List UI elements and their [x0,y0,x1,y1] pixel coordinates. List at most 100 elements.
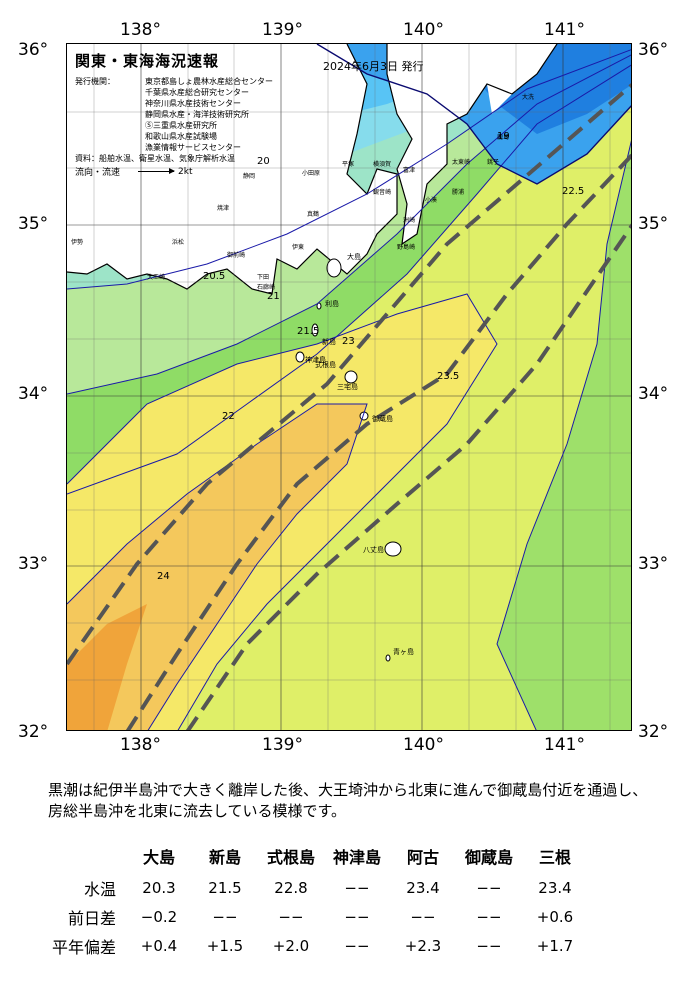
band-245 [67,604,147,730]
land-boso-north [487,44,557,114]
arrow-icon [138,168,176,174]
island-kozushima [295,351,305,363]
place-label: 石廊崎 [257,283,275,291]
table-cell: −− [476,937,502,955]
column-header: 神津島 [332,848,381,867]
place-label: 銚子 [487,158,499,166]
contour-label: 23 [342,336,355,347]
place-label: 洲崎 [403,216,415,224]
lat-tick-34-right: 34° [638,384,669,404]
isotherm-235 [67,293,498,730]
contour-label: 24 [157,571,170,582]
island-aogashima [385,654,391,662]
table-cell: −− [344,937,370,955]
place-label: 伊東 [292,243,304,251]
table-cell: −− [476,908,502,926]
table-cell: −− [278,908,304,926]
table-cell: 22.8 [274,879,308,897]
lat-tick-36-left: 36° [18,40,49,60]
page-title: 関東・東海海況速報 [75,52,220,70]
sea-temperature-map: 大洗 鹿島 銚子 太東崎 勝浦 小湊 洲崎 富津 観音崎 横須賀 平塚 真鶴 小… [66,43,632,731]
lon-tick-141-top: 141° [544,20,585,40]
graticule [67,44,631,730]
place-label: 勝浦 [452,188,464,196]
island-hachijojima [384,541,402,557]
place-label: 下田 [257,274,269,281]
place-label: 太東崎 [452,158,470,166]
contour-label: 20 [257,156,270,167]
column-header: 新島 [208,848,241,867]
issue-date: 2024年6月3日 発行 [323,60,424,73]
place-label: 静岡 [243,172,255,180]
band-225-east [497,142,631,730]
fine-grid [67,44,631,730]
lat-tick-35-right: 35° [638,214,669,234]
isotherm-21 [67,49,631,290]
lon-tick-139-bottom: 139° [262,735,303,755]
island-label: 御蔵島 [372,414,393,423]
table-cell: −0.2 [140,908,178,926]
band-24 [67,404,367,730]
table-row: 平年偏差 +0.4 +1.5 +2.0 −− +2.3 −− +1.7 [50,932,588,961]
map-canvas: 大洗 鹿島 銚子 太東崎 勝浦 小湊 洲崎 富津 観音崎 横須賀 平塚 真鶴 小… [67,44,631,730]
column-header: 御蔵島 [464,848,513,867]
table-cell: −− [344,879,370,897]
lat-tick-36-right: 36° [638,40,669,60]
contour-label: 22.5 [562,186,584,197]
publisher-item: 神奈川県水産技術センター [145,99,241,108]
island-label: 八丈島 [363,545,384,554]
place-label: 焼津 [217,204,229,212]
table-cell: −− [476,879,502,897]
row-label: 水温 [83,880,116,899]
kuroshio-path-south [185,223,631,730]
column-header: 三根 [538,848,571,867]
place-label: 鹿島 [497,133,509,141]
lon-tick-140-bottom: 140° [403,735,444,755]
place-label: 大王崎 [147,273,165,281]
publisher-item: 和歌山県水産試験場 [145,132,217,141]
contour-label: 22 [222,411,235,422]
table-row: 水温 20.3 21.5 22.8 −− 23.4 −− 23.4 [50,874,588,903]
place-label: 平塚 [342,160,354,168]
place-label: 野島崎 [397,243,415,251]
info-panel: 関東・東海海況速報 発行機関： 東京都島しょ農林水産総合センター 千葉県水産総合… [75,50,325,178]
publisher-item: Ⓢ三重県水産研究所 [145,121,217,130]
column-header: 式根島 [266,848,315,867]
publisher-row: 発行機関： 東京都島しょ農林水産総合センター [75,76,325,87]
lon-tick-138-top: 138° [120,20,161,40]
sources-label: 資料： [75,154,99,163]
table-cell: −− [410,908,436,926]
isotherm-22 [67,64,631,495]
flow-legend-label: 流向・流速 [75,168,121,178]
place-label: 小湊 [425,196,437,204]
column-header: 阿古 [406,848,439,867]
lat-tick-33-right: 33° [638,554,669,574]
place-label: 伊勢 [71,238,83,246]
table-cell: −− [344,908,370,926]
table-cell: +1.5 [206,937,244,955]
lat-tick-33-left: 33° [18,554,49,574]
place-label: 富津 [403,166,415,174]
column-header: 大島 [142,848,175,867]
place-label: 観音崎 [373,188,391,196]
island-oshima [326,258,342,278]
table-cell: +0.6 [536,908,574,926]
contour-label: 20.5 [203,271,225,282]
sources-text: 船舶水温、衛星水温、気象庁解析水温 [99,154,235,163]
island-miyakejima [344,370,358,384]
table-cell: 21.5 [208,879,242,897]
island-label: 青ヶ島 [393,647,414,656]
island-label: 利島 [325,299,339,308]
table-cell: +2.3 [404,937,442,955]
place-label: 小田原 [302,169,320,177]
lon-tick-139-top: 139° [262,20,303,40]
lat-tick-35-left: 35° [18,214,49,234]
contour-label: 23.5 [437,371,459,382]
table-cell: +0.4 [140,937,178,955]
lat-tick-32-right: 32° [638,722,669,742]
contour-label: 21.5 [297,326,319,337]
flow-legend: 流向・流速 2kt [75,165,325,179]
island-label: 大島 [347,252,361,261]
place-label: 御前崎 [227,251,245,259]
land-kanto [387,44,487,244]
